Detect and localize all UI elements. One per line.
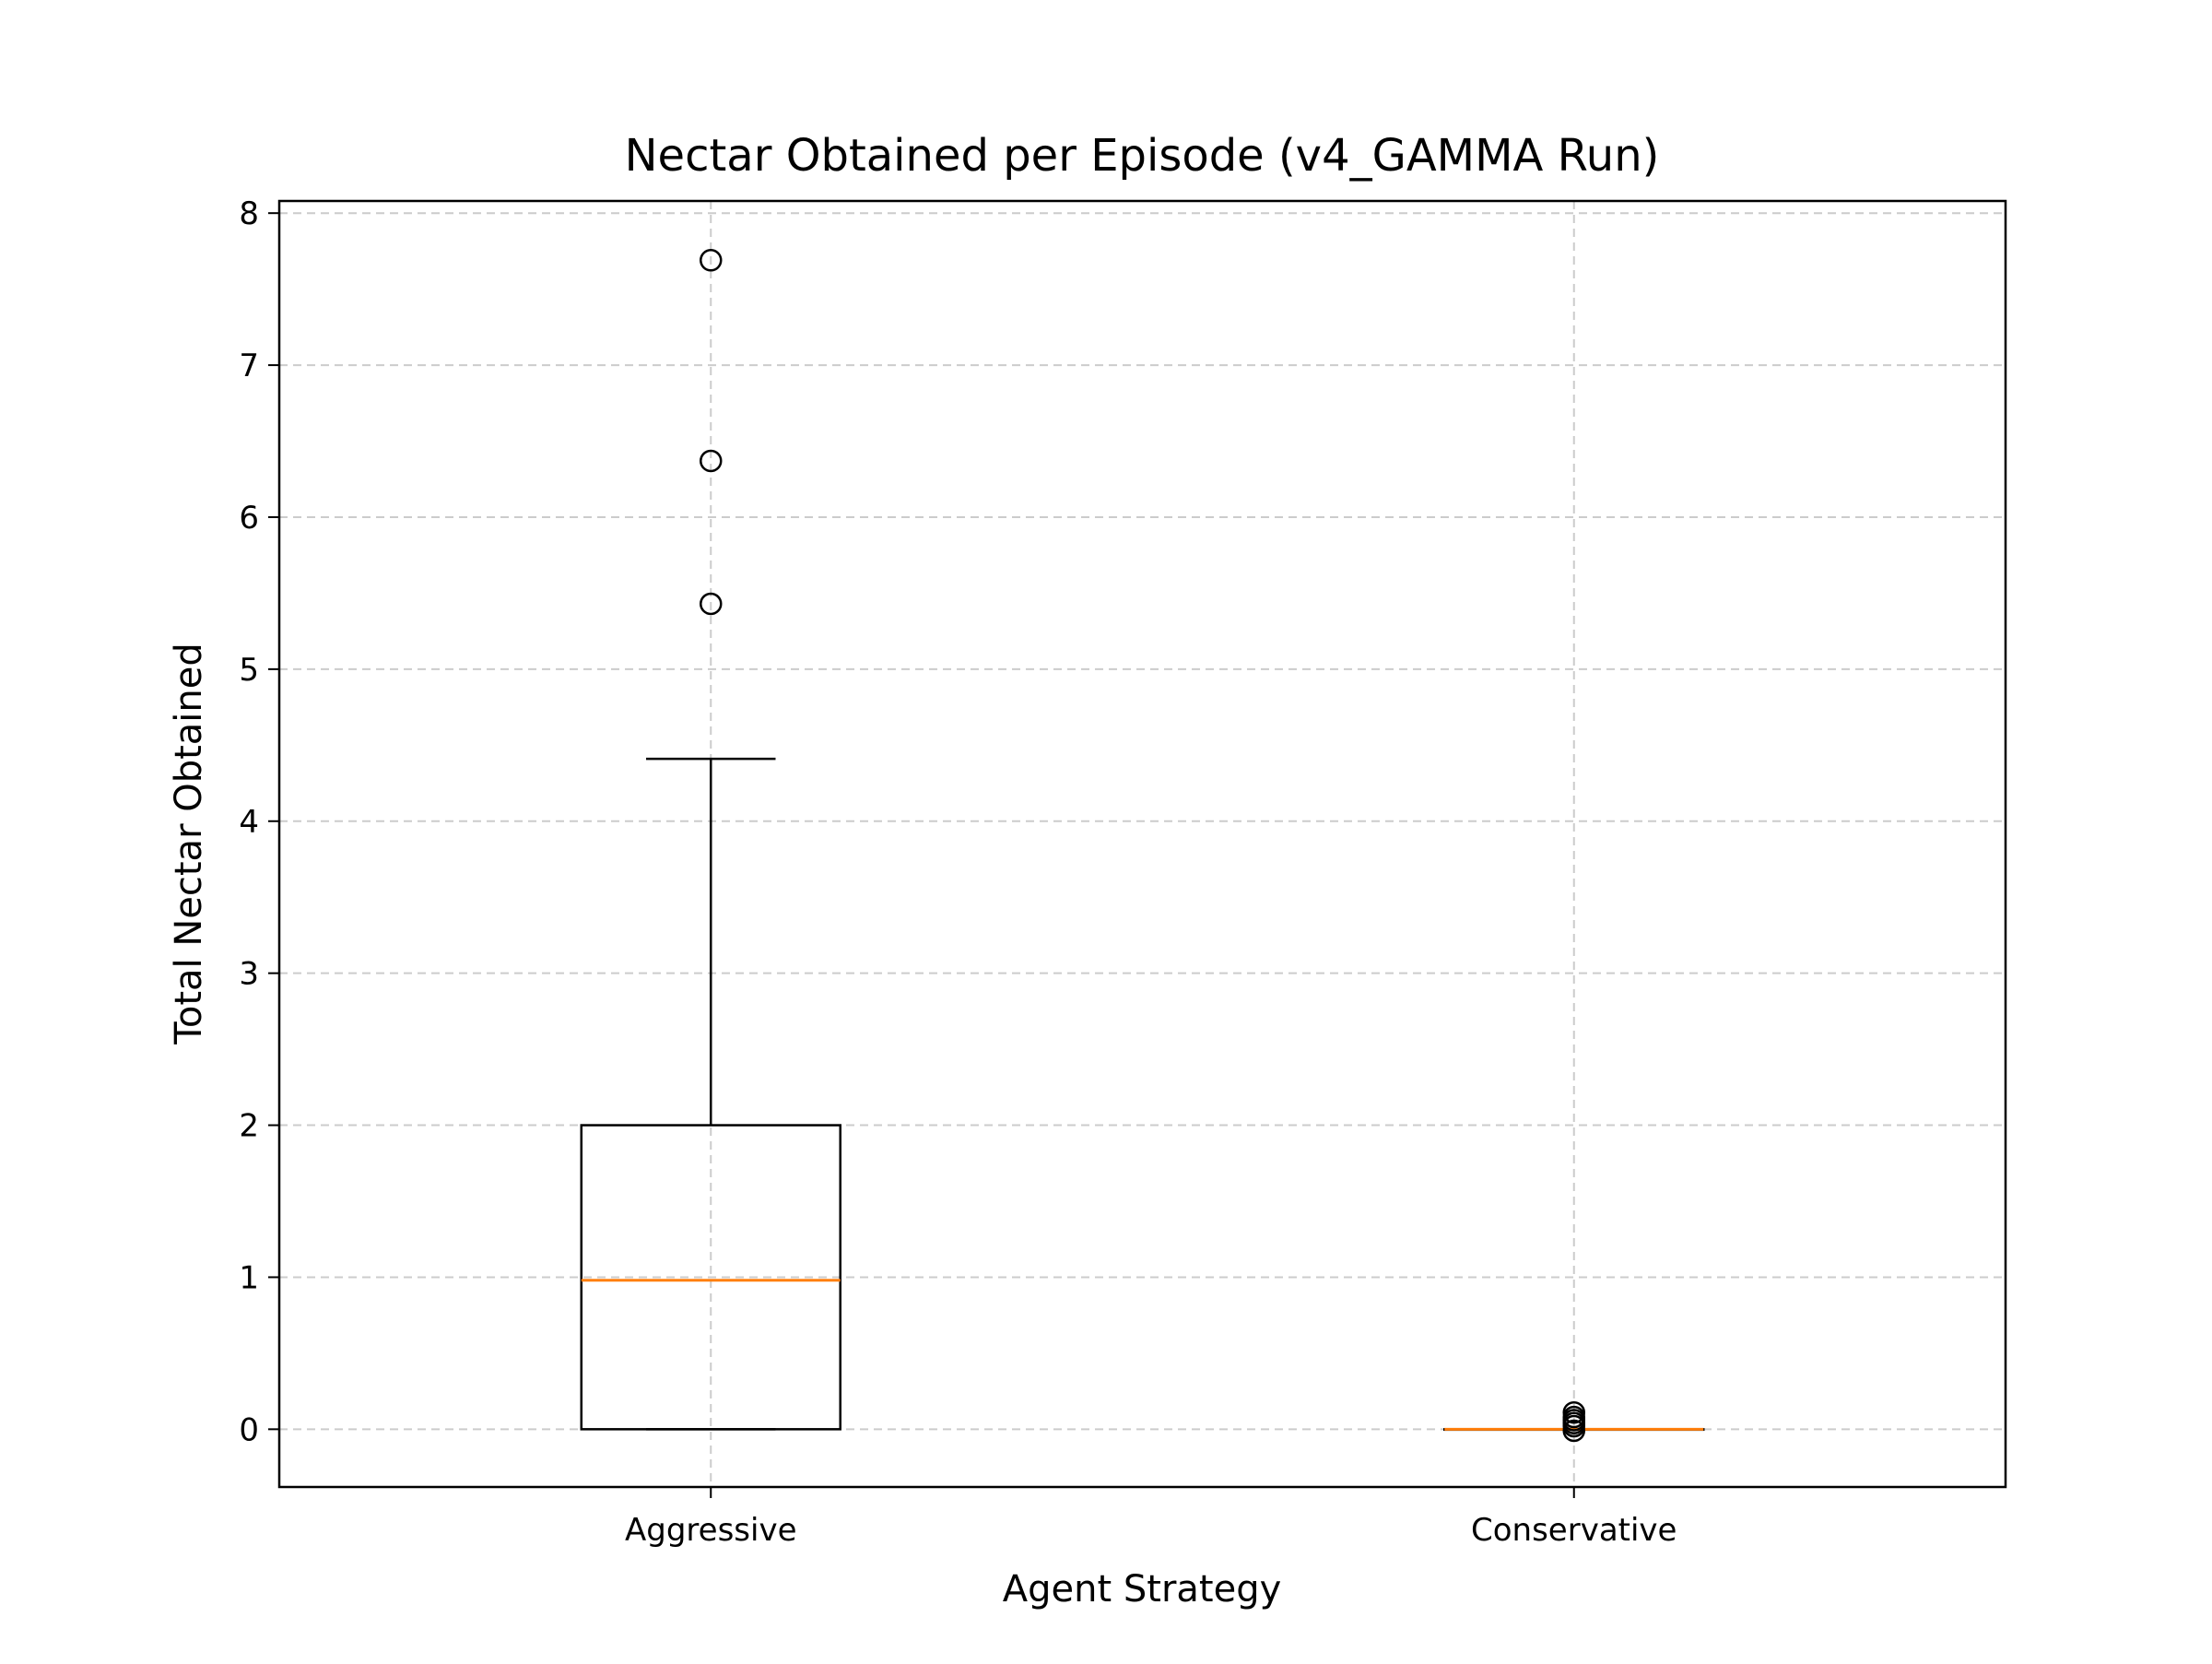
y-tick-label: 0 bbox=[239, 1411, 259, 1448]
y-tick-label: 7 bbox=[239, 348, 259, 384]
y-tick-label: 3 bbox=[239, 956, 259, 993]
x-axis-label: Agent Strategy bbox=[1003, 1568, 1282, 1611]
x-tick-label: Aggressive bbox=[625, 1512, 797, 1549]
box-conservative bbox=[1443, 1400, 1705, 1443]
y-tick-label: 8 bbox=[239, 195, 259, 232]
box-aggressive bbox=[580, 249, 841, 1431]
axis-ticks: 0 1 2 3 4 5 6 7 8 Aggressive Conservative bbox=[239, 195, 1677, 1549]
chart-title: Nectar Obtained per Episode (v4_GAMMA Ru… bbox=[625, 130, 1660, 182]
iqr-box bbox=[580, 1124, 841, 1431]
outlier-point bbox=[1562, 1400, 1585, 1424]
y-tick-label: 2 bbox=[239, 1108, 259, 1145]
y-tick-label: 6 bbox=[239, 500, 259, 537]
plot-frame bbox=[277, 199, 2007, 1489]
y-tick-label: 1 bbox=[239, 1259, 259, 1296]
outlier-point bbox=[700, 249, 723, 272]
y-axis-label: Total Nectar Obtained bbox=[168, 643, 210, 1045]
y-tick-label: 5 bbox=[239, 652, 259, 689]
grid-lines bbox=[279, 201, 2006, 1487]
outlier-point bbox=[700, 449, 723, 473]
outlier-point bbox=[700, 592, 723, 616]
boxes bbox=[580, 249, 1705, 1443]
x-tick-label: Conservative bbox=[1471, 1512, 1677, 1549]
y-tick-label: 4 bbox=[239, 804, 259, 841]
